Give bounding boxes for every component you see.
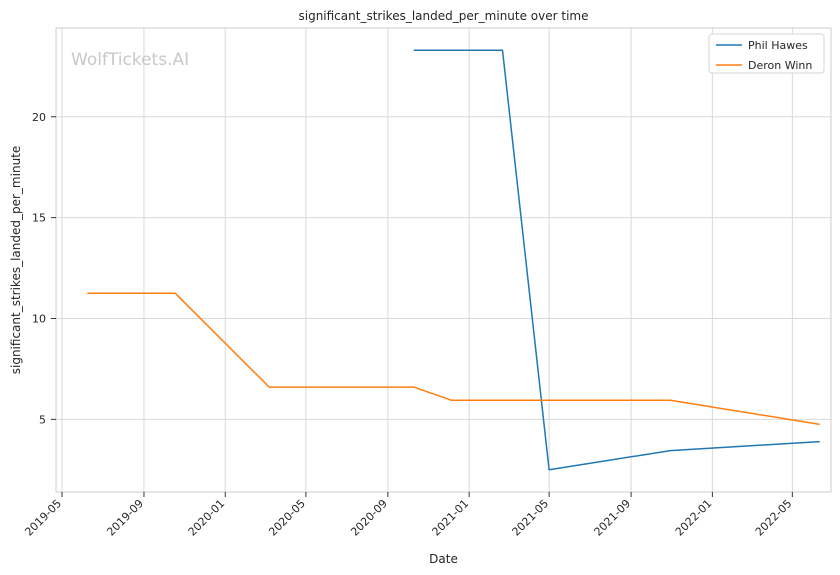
series-lines: [87, 49, 820, 471]
x-tick-label: 2019-09: [104, 497, 146, 539]
x-tick-label: 2021-01: [430, 497, 472, 539]
x-tick-label: 2021-09: [592, 497, 634, 539]
y-tick-label: 15: [32, 212, 46, 225]
y-tick-label: 20: [32, 111, 46, 124]
legend-label: Phil Hawes: [748, 39, 808, 52]
x-tick-labels: 2019-05 2019-09 2020-01 2020-05 2020-09 2021-…: [22, 492, 794, 539]
x-tick-label: 2022-05: [753, 497, 795, 539]
plot-frame: [55, 27, 832, 493]
chart-title: significant_strikes_landed_per_minute ov…: [298, 9, 588, 23]
x-tick-label: 2020-09: [348, 497, 390, 539]
x-tick-label: 2020-05: [266, 497, 308, 539]
x-tick-label: 2020-01: [186, 497, 228, 539]
y-axis-title: significant_strikes_landed_per_minute: [9, 146, 23, 375]
y-tick-label: 10: [32, 313, 46, 326]
legend: Phil Hawes Deron Winn: [708, 33, 825, 74]
x-tick-label: 2019-05: [22, 497, 64, 539]
y-tick-label: 5: [39, 413, 46, 426]
x-axis-title: Date: [429, 552, 458, 566]
series-line: [87, 292, 820, 426]
series-line: [413, 49, 820, 471]
watermark: WolfTickets.AI: [71, 50, 189, 70]
y-tick-labels: 5 10 15 20: [32, 111, 56, 426]
grid: [56, 28, 831, 492]
legend-label: Deron Winn: [748, 59, 812, 72]
x-tick-label: 2021-05: [510, 497, 552, 539]
legend-box: [708, 33, 825, 74]
x-tick-label: 2022-01: [673, 497, 715, 539]
